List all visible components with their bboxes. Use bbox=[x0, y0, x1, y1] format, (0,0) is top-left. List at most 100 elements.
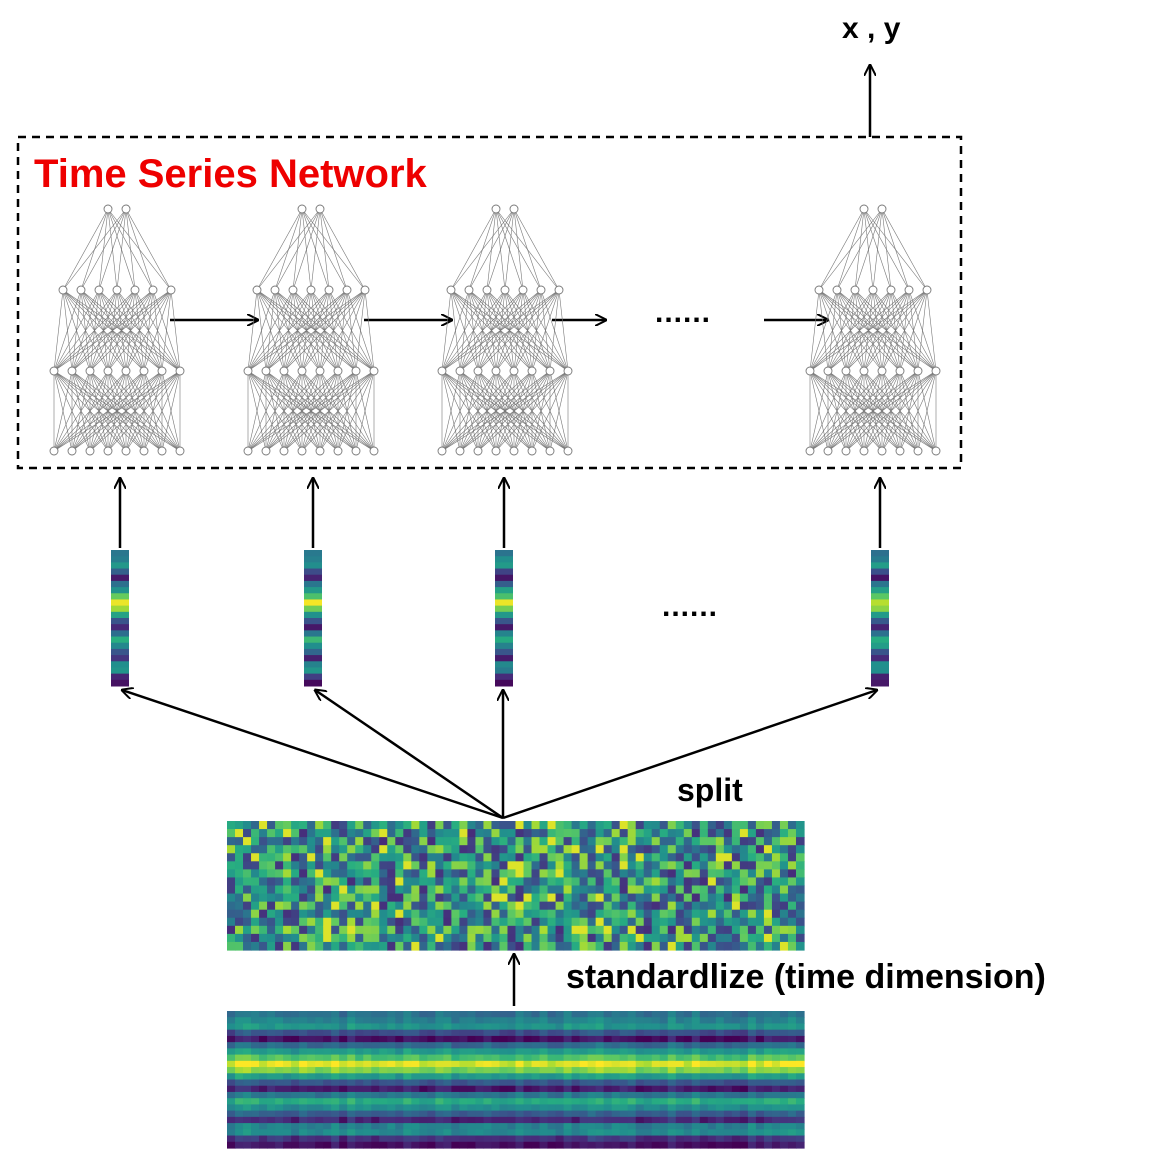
network-node bbox=[306, 285, 316, 295]
network-node bbox=[563, 446, 573, 456]
network-node bbox=[482, 285, 492, 295]
neural-networks bbox=[49, 204, 941, 456]
network-title: Time Series Network bbox=[34, 152, 427, 196]
network-node bbox=[121, 366, 131, 376]
network-node bbox=[157, 366, 167, 376]
network-node bbox=[931, 366, 941, 376]
network-node bbox=[324, 285, 334, 295]
network-node bbox=[315, 446, 325, 456]
network-node bbox=[473, 366, 483, 376]
time-slice-3 bbox=[495, 550, 513, 687]
network-node bbox=[491, 446, 501, 456]
network-node bbox=[67, 366, 77, 376]
network-node bbox=[369, 446, 379, 456]
network-node bbox=[360, 285, 370, 295]
network-node bbox=[527, 446, 537, 456]
network-node bbox=[130, 285, 140, 295]
network-edges bbox=[441, 208, 569, 452]
network-node bbox=[342, 285, 352, 295]
network-node bbox=[509, 204, 519, 214]
split-label: split bbox=[677, 772, 743, 808]
network-node bbox=[859, 366, 869, 376]
network-node bbox=[297, 446, 307, 456]
network-node bbox=[270, 285, 280, 295]
network-node bbox=[859, 446, 869, 456]
network-node bbox=[315, 204, 325, 214]
network-node bbox=[166, 285, 176, 295]
network-node bbox=[913, 366, 923, 376]
network-node bbox=[886, 285, 896, 295]
network-node bbox=[545, 446, 555, 456]
standardized-heatmap bbox=[227, 821, 805, 951]
network-node bbox=[148, 285, 158, 295]
network-node bbox=[288, 285, 298, 295]
network-node bbox=[333, 366, 343, 376]
network-node bbox=[315, 366, 325, 376]
network-node bbox=[536, 285, 546, 295]
network-node bbox=[877, 446, 887, 456]
network-node bbox=[509, 366, 519, 376]
network-node bbox=[841, 446, 851, 456]
network-node bbox=[527, 366, 537, 376]
network-node bbox=[563, 366, 573, 376]
network-node bbox=[554, 285, 564, 295]
network-node bbox=[805, 446, 815, 456]
network-node bbox=[841, 366, 851, 376]
network-node bbox=[877, 204, 887, 214]
time-slice-2 bbox=[304, 550, 322, 687]
network-node bbox=[823, 366, 833, 376]
network-node bbox=[175, 446, 185, 456]
network-node bbox=[67, 446, 77, 456]
network-node bbox=[243, 446, 253, 456]
neural-network-1 bbox=[49, 204, 185, 456]
network-node bbox=[369, 366, 379, 376]
network-node bbox=[85, 366, 95, 376]
network-node bbox=[279, 366, 289, 376]
network-node bbox=[139, 366, 149, 376]
split-arrow-4 bbox=[502, 690, 877, 820]
network-node bbox=[437, 446, 447, 456]
network-node bbox=[103, 204, 113, 214]
raw-heatmap bbox=[227, 1011, 805, 1149]
neural-network-4 bbox=[805, 204, 941, 456]
split-arrow-1 bbox=[122, 690, 504, 820]
network-node bbox=[437, 366, 447, 376]
network-node bbox=[94, 285, 104, 295]
network-edges bbox=[247, 208, 375, 452]
network-node bbox=[850, 285, 860, 295]
network-node bbox=[904, 285, 914, 295]
network-node bbox=[913, 446, 923, 456]
network-node bbox=[931, 446, 941, 456]
network-node bbox=[877, 366, 887, 376]
network-edges bbox=[53, 208, 181, 452]
time-slice-4 bbox=[871, 550, 889, 687]
slices-ellipsis: ...... bbox=[662, 590, 719, 623]
network-node bbox=[103, 366, 113, 376]
network-node bbox=[49, 366, 59, 376]
neural-network-3 bbox=[437, 204, 573, 456]
network-node bbox=[103, 446, 113, 456]
network-dashed-box bbox=[16, 135, 963, 470]
network-node bbox=[455, 446, 465, 456]
network-edges bbox=[809, 208, 937, 452]
network-node bbox=[252, 285, 262, 295]
network-node bbox=[832, 285, 842, 295]
network-node bbox=[500, 285, 510, 295]
network-ellipsis: ...... bbox=[655, 296, 712, 329]
network-node bbox=[49, 446, 59, 456]
network-node bbox=[814, 285, 824, 295]
network-node bbox=[85, 446, 95, 456]
network-node bbox=[545, 366, 555, 376]
split-arrow-2 bbox=[315, 690, 504, 820]
time-slices bbox=[111, 550, 889, 687]
standardize-label: standardlize (time dimension) bbox=[566, 958, 1046, 996]
network-node bbox=[112, 285, 122, 295]
network-node bbox=[455, 366, 465, 376]
network-node bbox=[859, 204, 869, 214]
network-node bbox=[473, 446, 483, 456]
network-node bbox=[518, 285, 528, 295]
network-node bbox=[139, 446, 149, 456]
network-node bbox=[895, 366, 905, 376]
network-node bbox=[823, 446, 833, 456]
